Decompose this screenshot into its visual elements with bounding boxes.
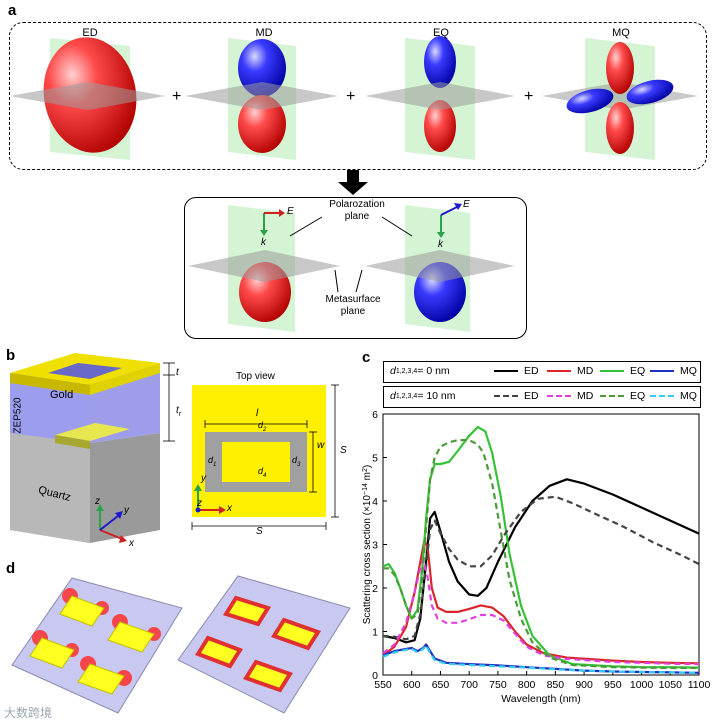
panel-a-graphics (10, 36, 698, 332)
x-tick-label: 700 (460, 679, 478, 691)
legend-group-label: d 1,2,3,4 = 0 nm (390, 365, 450, 377)
length-l-label: l (256, 408, 259, 419)
e-field-label: E (463, 199, 470, 210)
series-line-eq-10nm (383, 439, 699, 670)
label-pointer-arrows (289, 216, 413, 293)
legend-0nm: d 1,2,3,4 = 0 nm ED MD EQ MQ (383, 361, 701, 383)
array-with-rings (177, 575, 351, 714)
legend-item-eq-dashed: EQ (600, 390, 645, 402)
legend-item-ed-dashed: ED (494, 390, 539, 402)
plus-sign: + (172, 88, 182, 105)
x-tick-label: 850 (547, 679, 565, 691)
x-tick-label: 1050 (659, 679, 683, 691)
mq-mode-label: MQ (612, 27, 630, 39)
x-tick-label: 550 (374, 679, 392, 691)
panel-a-label: a (8, 2, 17, 19)
x-tick-label: 1000 (630, 679, 654, 691)
thickness-t-label: t (176, 367, 179, 378)
y-tick-label: 5 (372, 453, 378, 465)
y-tick-label: 4 (372, 496, 378, 508)
md-polarization-illustration (365, 203, 515, 332)
legend-item-ed: ED (494, 365, 539, 377)
x-axis-label: Wavelength (nm) (501, 693, 581, 705)
ed-mode-illustration (10, 37, 165, 160)
legend-item-md-dashed: MD (547, 390, 593, 402)
series-line-ed-0nm (382, 478, 700, 644)
x-tick-label: 950 (604, 679, 622, 691)
gap-d1-label: d1 (208, 455, 217, 468)
axis-z-label: z (95, 496, 100, 507)
legend-item-eq: EQ (600, 365, 645, 377)
thickness-tr-label: tr (176, 405, 182, 418)
x-tick-label: 1100 (688, 679, 711, 691)
k-vector-label: k (261, 237, 266, 248)
axis-y-label: y (201, 473, 206, 484)
array-with-hotspots (11, 577, 183, 714)
x-tick-label: 750 (489, 679, 507, 691)
period-s-label: S (340, 445, 347, 456)
x-tick-label: 650 (432, 679, 450, 691)
y-tick-label: 2 (372, 583, 378, 595)
md-mode-label: MD (255, 27, 273, 39)
panel-c-label: c (362, 349, 371, 366)
metasurface-plane-label: Metasurface plane (325, 294, 381, 317)
legend-group-label: d 1,2,3,4 = 10 nm (390, 390, 456, 402)
period-s-label: S (256, 526, 263, 537)
y-tick-label: 1 (372, 627, 378, 639)
y-tick-label: 3 (372, 540, 378, 552)
legend-item-mq-dashed: MQ (650, 390, 697, 402)
e-field-label: E (287, 206, 294, 217)
panel-b-label: b (6, 347, 16, 364)
series-line-ed-10nm (382, 495, 700, 641)
k-vector-label: k (438, 239, 443, 250)
watermark: 大数跨境 (4, 706, 53, 720)
x-tick-label: 900 (575, 679, 593, 691)
md-mode-illustration (185, 38, 338, 160)
polarization-plane-label: Polarozation plane (329, 199, 385, 222)
legend-item-mq: MQ (650, 365, 697, 377)
y-axis-label: Scattering cross section (×10−14 m2) (362, 465, 374, 624)
top-view-title: Top view (236, 371, 275, 382)
gold-label: Gold (50, 389, 74, 401)
axis-x-label: x (227, 503, 232, 514)
mq-mode-illustration (542, 38, 698, 160)
gap-d3-label: d3 (292, 455, 301, 468)
axis-z-label: z (197, 498, 202, 509)
plot-frame (382, 413, 700, 676)
y-tick-label: 0 (372, 670, 378, 682)
panel-d-label: d (6, 560, 16, 577)
y-tick-label: 6 (372, 409, 378, 421)
plus-sign: + (346, 88, 356, 105)
panel-d-graphics (11, 575, 351, 714)
polarization-box (184, 197, 527, 339)
ed-polarization-illustration (188, 205, 340, 332)
legend-item-md: MD (547, 365, 593, 377)
ed-mode-label: ED (82, 27, 98, 39)
eq-mode-illustration (365, 36, 515, 160)
eq-mode-label: EQ (433, 27, 449, 39)
axis-x-label: x (129, 538, 134, 549)
width-w-label: w (317, 440, 325, 451)
x-tick-label: 800 (518, 679, 536, 691)
axis-y-label: y (124, 505, 129, 516)
down-arrow-icon (338, 170, 368, 195)
series-line-mq-10nm (382, 644, 700, 674)
gap-d2-label: d2 (258, 420, 267, 433)
legend-10nm: d 1,2,3,4 = 10 nm ED MD EQ MQ (383, 386, 701, 408)
multipole-modes-box (9, 22, 707, 170)
x-tick-label: 600 (403, 679, 421, 691)
gap-d4-label: d4 (258, 466, 267, 479)
panel-b-graphics (10, 353, 339, 543)
series-line-eq-0nm (382, 425, 700, 669)
plus-sign: + (524, 88, 534, 105)
